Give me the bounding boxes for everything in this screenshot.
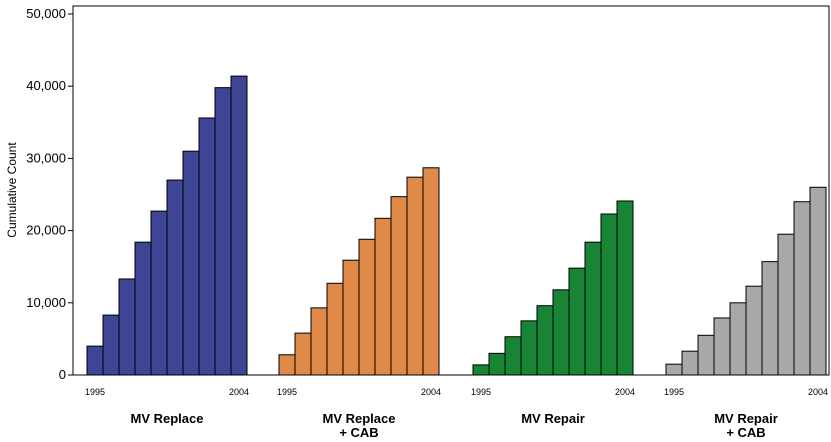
y-tick-label: 40,000 [26, 78, 66, 93]
y-tick-label: 20,000 [26, 223, 66, 238]
bar [552, 289, 570, 376]
bar [536, 305, 554, 376]
bar [358, 238, 376, 376]
bar [86, 345, 104, 376]
bar [198, 117, 216, 376]
x-tick-label: 2004 [229, 387, 249, 397]
bar [390, 196, 408, 376]
x-tick-label: 1995 [664, 387, 684, 397]
bar [761, 261, 779, 376]
group-label: MV Repair [521, 411, 585, 426]
bar [520, 320, 538, 376]
bar [102, 314, 120, 376]
bar [294, 332, 312, 376]
bar [616, 200, 634, 376]
bar [713, 317, 731, 376]
bar [326, 282, 344, 376]
bar [422, 167, 440, 376]
bar [230, 75, 248, 376]
bar [166, 179, 184, 376]
bar [342, 259, 360, 376]
bar [729, 302, 747, 376]
bar [584, 241, 602, 376]
x-tick-label: 1995 [471, 387, 491, 397]
bar [665, 363, 683, 376]
bar [681, 350, 699, 376]
bar [504, 336, 522, 376]
bar [278, 354, 296, 376]
bar [374, 217, 392, 376]
y-tick-label: 0 [59, 367, 66, 382]
bar [600, 213, 618, 376]
y-tick-label: 50,000 [26, 6, 66, 21]
group-label: MV Replace + CAB [323, 411, 396, 440]
y-tick-label: 30,000 [26, 150, 66, 165]
bar [472, 364, 490, 376]
group-label: MV Repair + CAB [714, 411, 778, 440]
bar [793, 201, 811, 376]
x-tick-label: 2004 [615, 387, 635, 397]
bar [150, 210, 168, 376]
bar [488, 352, 506, 376]
bar [809, 186, 827, 376]
plot-frame [72, 5, 830, 376]
bar [745, 285, 763, 376]
bar [182, 150, 200, 376]
bar [697, 334, 715, 376]
y-tick-label: 10,000 [26, 295, 66, 310]
bar [310, 307, 328, 376]
bar [777, 233, 795, 376]
x-tick-label: 2004 [421, 387, 441, 397]
bar [568, 267, 586, 376]
x-tick-label: 1995 [85, 387, 105, 397]
bar [214, 87, 232, 376]
bar [406, 176, 424, 376]
y-axis-label: Cumulative Count [5, 142, 19, 238]
bar [134, 241, 152, 376]
x-tick-label: 2004 [808, 387, 828, 397]
group-label: MV Replace [131, 411, 204, 426]
x-tick-label: 1995 [277, 387, 297, 397]
bar [118, 278, 136, 376]
